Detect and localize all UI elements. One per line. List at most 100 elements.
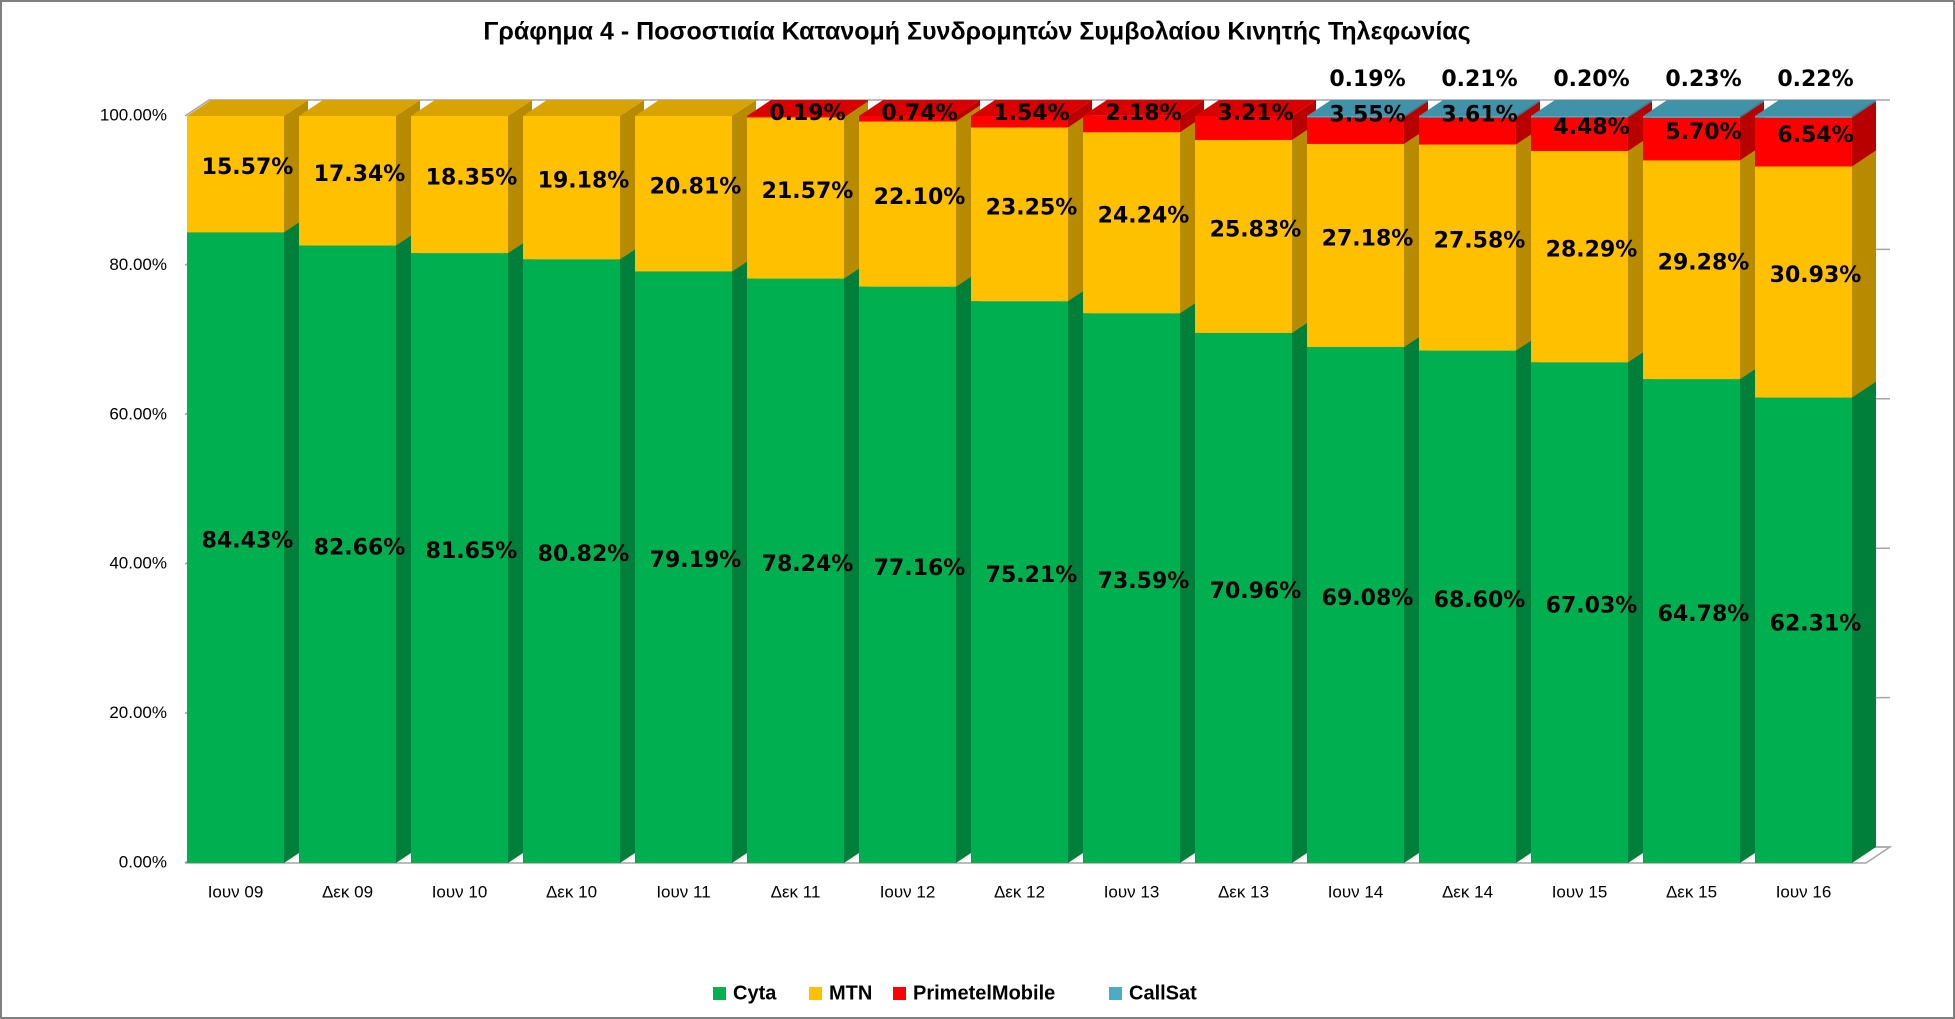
- bar: [635, 271, 732, 864]
- bar: [1419, 144, 1516, 351]
- x-tick-label: Δεκ 12: [994, 882, 1045, 901]
- bar-top: [747, 100, 868, 116]
- bar: [747, 116, 844, 118]
- x-tick-label: Ιουν 15: [1552, 882, 1608, 901]
- bar-top: [1307, 100, 1428, 116]
- data-label: 17.34%: [314, 162, 406, 187]
- legend-swatch: [893, 987, 906, 1000]
- bar: [747, 117, 844, 279]
- bar: [1307, 143, 1404, 347]
- x-tick-label: Δεκ 15: [1666, 882, 1717, 901]
- data-label: 18.35%: [426, 166, 518, 191]
- bar-side: [844, 100, 868, 118]
- bar-side: [1292, 100, 1316, 140]
- bar-side: [1852, 381, 1876, 863]
- data-label: 23.25%: [986, 195, 1078, 220]
- bar: [1643, 117, 1740, 161]
- bar-side: [1404, 101, 1428, 144]
- bar: [1083, 313, 1180, 863]
- bar: [1531, 150, 1628, 363]
- bar: [1419, 350, 1516, 864]
- data-label: 30.93%: [1770, 263, 1862, 288]
- y-tick-label: 40.00%: [109, 554, 167, 573]
- bar: [1307, 117, 1404, 144]
- bar: [1083, 115, 1180, 133]
- legend-swatch: [1109, 987, 1122, 1000]
- data-label: 80.82%: [538, 542, 630, 567]
- grid-line: [184, 99, 1890, 117]
- legend-label: CallSat: [1129, 982, 1197, 1004]
- data-label: 24.24%: [1098, 204, 1190, 229]
- data-label: 64.78%: [1658, 602, 1750, 627]
- bar: [299, 245, 396, 864]
- bar-top: [1419, 100, 1540, 116]
- bar: [859, 121, 956, 287]
- bar: [411, 253, 508, 864]
- bar: [1531, 362, 1628, 863]
- data-label: 0.23%: [1665, 67, 1741, 92]
- bar-side: [1852, 100, 1876, 118]
- bar: [187, 116, 284, 233]
- bar: [1307, 116, 1404, 118]
- bar-top: [411, 100, 532, 116]
- data-label: 15.57%: [202, 155, 294, 180]
- bar-top: [187, 100, 308, 116]
- bar-top: [635, 100, 756, 116]
- bar-side: [1516, 101, 1540, 145]
- x-tick-label: Δεκ 09: [322, 882, 373, 901]
- legend-label: MTN: [829, 982, 872, 1004]
- legend: Cyta MTN PrimetelMobile CallSat: [713, 982, 1197, 1004]
- data-label: 27.58%: [1434, 229, 1526, 254]
- data-label: 1.54%: [993, 101, 1069, 126]
- bar: [1419, 116, 1516, 118]
- data-label: 84.43%: [202, 529, 294, 554]
- data-label: 0.22%: [1777, 67, 1853, 92]
- bar-side: [1740, 100, 1764, 118]
- bar: [1195, 116, 1292, 140]
- x-tick-label: Ιουν 11: [656, 882, 710, 901]
- bar: [1643, 379, 1740, 863]
- bar: [1755, 166, 1852, 398]
- x-tick-label: Δεκ 13: [1218, 882, 1269, 901]
- bar: [1755, 116, 1852, 118]
- x-tick-label: Δεκ 11: [771, 882, 821, 901]
- y-tick-label: 0.00%: [119, 852, 167, 871]
- bar-top: [1643, 100, 1764, 117]
- data-label: 0.19%: [769, 101, 845, 126]
- bar-side: [956, 100, 980, 122]
- bar: [1307, 346, 1404, 863]
- data-label: 0.21%: [1441, 67, 1517, 92]
- data-label: 73.59%: [1098, 569, 1190, 594]
- data-label: 82.66%: [314, 535, 406, 560]
- bar: [971, 301, 1068, 864]
- data-label: 4.48%: [1553, 115, 1629, 140]
- legend-swatch: [809, 987, 822, 1000]
- bar: [411, 116, 508, 254]
- data-label: 19.18%: [538, 169, 630, 194]
- data-label: 3.21%: [1217, 101, 1293, 126]
- bar-side: [1180, 99, 1204, 133]
- bar-top: [859, 100, 980, 116]
- bar: [1755, 117, 1852, 167]
- x-tick-label: Ιουν 09: [208, 882, 264, 901]
- bar: [1419, 117, 1516, 145]
- bar: [859, 286, 956, 863]
- bar-side: [1852, 150, 1876, 398]
- bar: [971, 127, 1068, 302]
- bar: [971, 116, 1068, 128]
- x-tick-label: Ιουν 10: [432, 882, 488, 901]
- legend-swatch: [713, 987, 726, 1000]
- bar: [187, 232, 284, 863]
- data-label: 62.31%: [1770, 611, 1862, 636]
- x-tick-label: Δεκ 14: [1442, 882, 1493, 901]
- bar-top: [299, 100, 420, 116]
- bar: [635, 116, 732, 272]
- data-label: 22.10%: [874, 185, 966, 210]
- y-tick-label: 20.00%: [109, 703, 167, 722]
- bar: [523, 259, 620, 863]
- y-tick-label: 60.00%: [109, 404, 167, 423]
- data-label: 77.16%: [874, 556, 966, 581]
- y-tick-label: 80.00%: [109, 255, 167, 274]
- data-label: 78.24%: [762, 552, 854, 577]
